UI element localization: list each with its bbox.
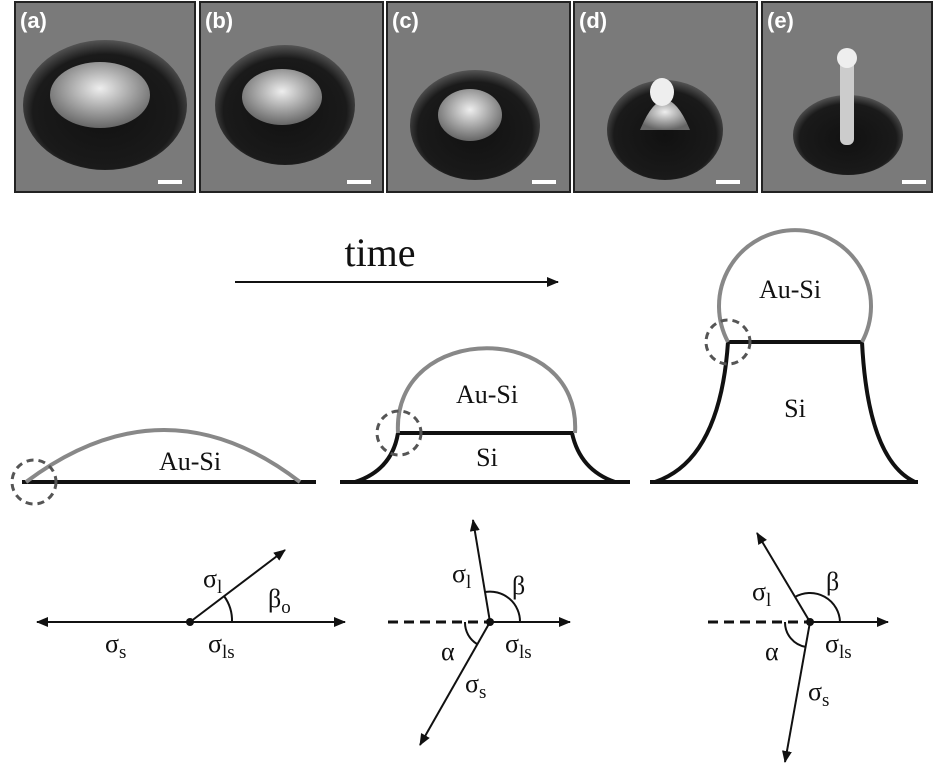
subscript: s: [822, 690, 829, 711]
scale-bar: [716, 180, 740, 184]
panel-a: (a): [15, 2, 195, 192]
droplet-tip: [650, 78, 674, 106]
contact-point: [186, 618, 194, 626]
subscript: ls: [222, 642, 235, 663]
symbol: σ: [452, 559, 466, 588]
panel-e: (e): [762, 2, 932, 192]
symbol: σ: [208, 629, 222, 658]
sigma-l-vector: [473, 520, 490, 622]
subscript: ls: [519, 642, 532, 663]
subscript: l: [466, 572, 471, 593]
symbol: σ: [808, 677, 822, 706]
symbol: σ: [203, 564, 217, 593]
figure: (a) (b) (c) (d) (e) time Au-Si Au-Si Si …: [0, 0, 934, 768]
angle-label: βo: [268, 584, 291, 618]
si-label: Si: [476, 443, 498, 472]
symbol: σ: [505, 629, 519, 658]
panel-label: (b): [205, 8, 233, 33]
angle-label: β: [826, 567, 839, 596]
droplet: [837, 48, 857, 68]
scale-bar: [902, 180, 926, 184]
panel-label: (a): [20, 8, 47, 33]
angle-arc: [785, 622, 806, 647]
symbol: σ: [105, 629, 119, 658]
symbol: σ: [825, 629, 839, 658]
scale-bar: [158, 180, 182, 184]
force-label: σs: [105, 629, 126, 663]
force-label: σls: [505, 629, 532, 663]
panel-d: (d): [574, 2, 757, 192]
force-label: σs: [465, 669, 486, 703]
angle-label: α: [765, 637, 779, 666]
panel-b: (b): [200, 2, 383, 192]
force-diagram-1: σl βo σs σls: [37, 550, 345, 663]
angle-label: α: [441, 637, 455, 666]
force-label: σls: [208, 629, 235, 663]
symbol: β: [268, 584, 281, 613]
stage-2: Au-Si Si: [340, 348, 630, 482]
panel-label: (e): [767, 8, 794, 33]
contact-point: [806, 618, 814, 626]
force-diagram-2: σl β α σs σls: [388, 520, 570, 745]
droplet: [242, 69, 322, 125]
force-label: σl: [203, 564, 222, 598]
subscript: l: [217, 577, 222, 598]
force-label: σl: [752, 577, 771, 611]
subscript: ls: [839, 642, 852, 663]
angle-label: β: [512, 571, 525, 600]
droplet-label: Au-Si: [456, 380, 518, 409]
force-diagram-3: σl β α σs σls: [708, 533, 888, 762]
panel-label: (c): [392, 8, 419, 33]
angle-arc: [224, 596, 232, 622]
angle-arc: [465, 622, 477, 644]
droplet-label: Au-Si: [159, 447, 221, 476]
time-label: time: [344, 230, 415, 275]
subscript: l: [766, 590, 771, 611]
subscript: s: [479, 682, 486, 703]
symbol: σ: [752, 577, 766, 606]
scale-bar: [347, 180, 371, 184]
subscript: s: [119, 642, 126, 663]
force-label: σl: [452, 559, 471, 593]
nanowire: [840, 55, 854, 145]
stage-1: Au-Si: [12, 430, 316, 504]
stage-3: Au-Si Si: [650, 230, 918, 482]
droplet: [50, 62, 150, 128]
panel-c: (c): [387, 2, 570, 192]
droplet-label: Au-Si: [759, 275, 821, 304]
contact-point: [486, 618, 494, 626]
subscript: o: [281, 597, 291, 618]
force-label: σs: [808, 677, 829, 711]
si-label: Si: [784, 394, 806, 423]
panel-label: (d): [579, 8, 607, 33]
symbol: σ: [465, 669, 479, 698]
scale-bar: [532, 180, 556, 184]
droplet: [438, 89, 502, 141]
force-label: σls: [825, 629, 852, 663]
